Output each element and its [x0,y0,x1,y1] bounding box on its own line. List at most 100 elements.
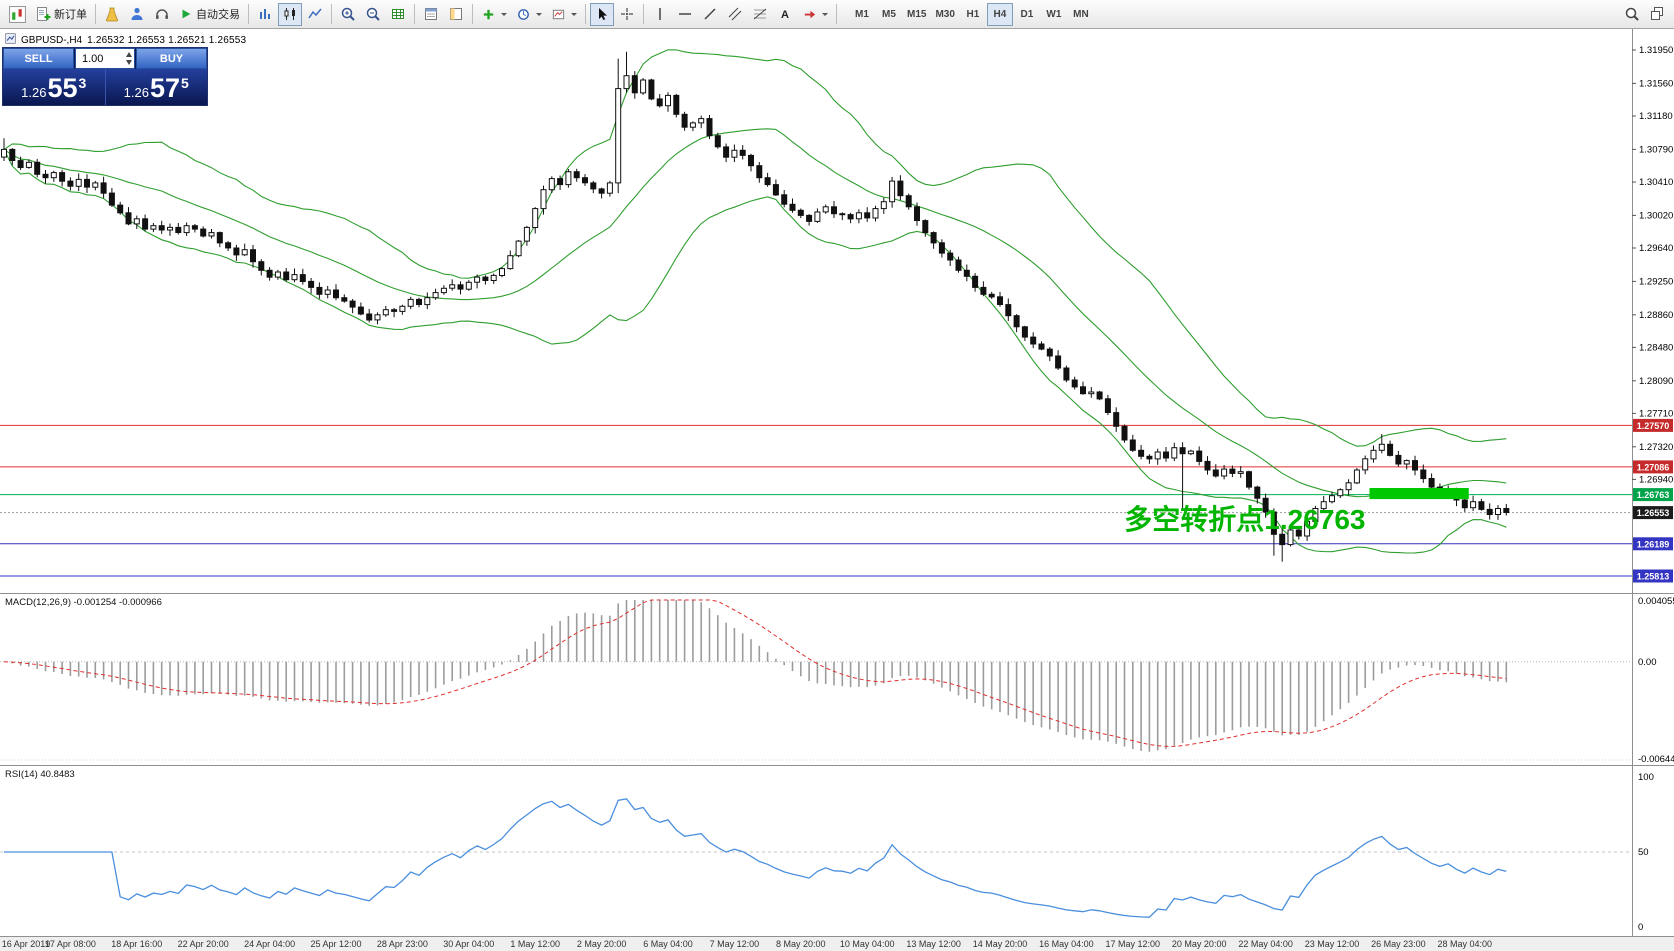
bid-price[interactable]: 1.26 55 3 [3,69,106,105]
bollinger-bands-layer [3,49,1507,554]
timeframe-button-m1[interactable]: M1 [849,3,875,26]
zoom-in-button[interactable] [336,3,360,26]
grid-button[interactable] [386,3,410,26]
price-badge-label: 1.26553 [1637,508,1670,518]
time-axis[interactable]: 16 Apr 2019 17 Apr 08:00 18 Apr 16:00 22 Ap… [0,936,1674,951]
timeframe-button-m15[interactable]: M15 [903,3,930,26]
buy-button[interactable]: BUY [136,48,207,69]
flask-button[interactable] [100,3,124,26]
rsi-axis-label: 50 [1638,847,1649,858]
data-window-icon [423,6,439,22]
time-axis-label: 30 Apr 04:00 [443,939,495,949]
toolbar-separator [248,4,249,24]
crosshair-button[interactable] [615,3,639,26]
navigator-icon [448,6,464,22]
periods-button[interactable] [512,3,546,26]
price-tick-label: 1.28480 [1639,342,1673,353]
rsi-panel[interactable]: 100 50 0 [0,766,1674,936]
grid-icon [390,6,406,22]
ask-price[interactable]: 1.26 57 5 [105,69,207,105]
bid-pips: 55 [47,73,78,103]
horizontal-line-icon [677,6,693,22]
panel-separator[interactable] [0,593,1674,594]
time-axis-label: 18 Apr 16:00 [111,939,163,949]
text-icon: A [777,6,793,22]
cursor-button[interactable] [590,2,614,26]
headset-icon [154,6,170,22]
ask-pips: 57 [149,73,181,103]
trendline-button[interactable] [698,3,722,26]
bid-prefix: 1.26 [21,85,47,100]
macd-axis-label: 0.004055 [1638,596,1674,607]
fibonacci-button[interactable] [748,3,772,26]
user-chart-icon [129,6,145,22]
search-icon [1624,6,1640,22]
bid-fraction: 3 [78,75,87,91]
toolbar-separator [331,4,332,24]
ask-fraction: 5 [181,75,189,91]
data-window-button[interactable] [419,3,443,26]
macd-signal-line [3,599,1507,747]
new-order-button[interactable]: 新订单 [31,3,91,26]
highlight-rectangle[interactable] [1369,488,1469,500]
volume-value[interactable]: 1.00 [82,52,104,65]
channel-button[interactable] [723,3,747,26]
arrow-icon [802,7,817,22]
volume-spinner-icons[interactable] [126,52,132,65]
price-badge-label: 1.25813 [1637,572,1670,582]
time-axis-label: 8 May 20:00 [776,939,826,949]
new-window-button[interactable] [1645,3,1669,26]
bollinger-band-line [3,128,1507,498]
spin-down-icon[interactable] [126,60,132,65]
candlestick-chart-button[interactable] [278,2,302,26]
time-axis-label: 17 Apr 08:00 [44,939,96,949]
price-tick-label: 1.28860 [1639,310,1673,321]
search-button[interactable] [1620,3,1644,26]
toolbar-separator [472,4,473,24]
sell-button[interactable]: SELL [3,48,74,69]
autotrading-button[interactable]: 自动交易 [175,3,244,26]
vertical-line-button[interactable] [648,3,672,26]
zoom-out-button[interactable] [361,3,385,26]
price-chart[interactable]: 多空转折点1.26763 1.31950 1.31560 1.31180 1.30790… [0,29,1674,594]
zoom-out-icon [365,6,381,22]
price-tick-label: 1.30790 [1639,144,1673,155]
new-order-icon [35,6,51,22]
profile-button[interactable] [125,3,149,26]
support-button[interactable] [150,3,174,26]
line-chart-button[interactable] [303,3,327,26]
timeframe-button-m5[interactable]: M5 [876,3,902,26]
text-button[interactable]: A [773,3,797,26]
time-axis-label: 13 May 12:00 [906,939,961,949]
time-axis-label: 10 May 04:00 [839,939,895,949]
flask-icon [104,6,120,22]
spin-up-icon[interactable] [126,52,132,57]
price-badge-label: 1.26189 [1637,539,1670,549]
volume-stepper[interactable]: 1.00 [75,48,135,69]
toolbar-separator [95,4,96,24]
price-tick-label: 1.28090 [1639,376,1673,387]
horizontal-line-button[interactable] [673,3,697,26]
timeframe-button-w1[interactable]: W1 [1041,3,1067,26]
timeframe-button-m30[interactable]: M30 [931,3,958,26]
indicators-button[interactable] [477,3,511,26]
arrow-tools-button[interactable] [798,3,832,26]
templates-button[interactable] [547,3,581,26]
timeframe-button-h1[interactable]: H1 [960,3,986,26]
timeframe-button-h4[interactable]: H4 [986,2,1013,26]
ohlc-values: 1.26532 1.26553 1.26521 1.26553 [87,34,247,46]
candlestick-icon [282,6,298,22]
candles-layer[interactable] [1,51,1510,562]
annotation-text[interactable]: 多空转折点1.26763 [1124,503,1365,535]
timeframe-button-d1[interactable]: D1 [1014,3,1040,26]
timeframe-button-mn[interactable]: MN [1068,3,1094,26]
navigator-button[interactable] [444,3,468,26]
panel-separator[interactable] [0,765,1674,766]
macd-panel[interactable]: 0.004055 0.00 -0.006442 [0,594,1674,766]
price-badge [1633,488,1673,502]
toolbar-separator [836,4,837,24]
chart-window-icon [5,33,16,47]
price-badge [1633,460,1673,474]
toolbar-separator [643,4,644,24]
bar-chart-button[interactable] [253,3,277,26]
